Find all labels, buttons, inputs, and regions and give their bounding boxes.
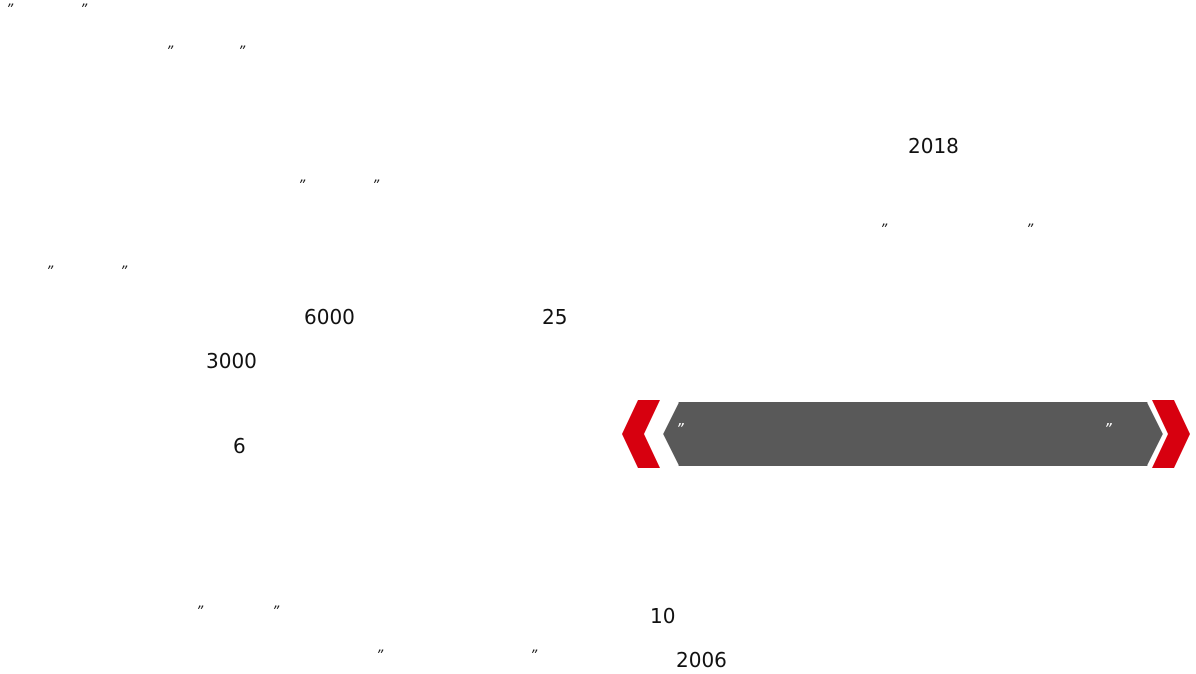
quote-mark-open: ” — [6, 2, 14, 18]
banner-quote-open: ” — [676, 420, 684, 438]
quote-mark-open: ” — [298, 178, 306, 194]
quote-mark-open: ” — [196, 604, 204, 620]
banner-quote-close: ” — [1104, 420, 1112, 438]
banner-shape — [622, 400, 1190, 468]
number-3000: 3000 — [206, 349, 257, 373]
number-2018: 2018 — [908, 134, 959, 158]
quote-mark-close: ” — [238, 44, 246, 60]
number-6000: 6000 — [304, 305, 355, 329]
quote-mark-close: ” — [120, 264, 128, 280]
quote-mark-open: ” — [376, 648, 384, 664]
number-25: 25 — [542, 305, 568, 329]
number-2006: 2006 — [676, 648, 727, 672]
number-10: 10 — [650, 604, 676, 628]
number-6: 6 — [233, 434, 246, 458]
quote-banner: ” ” — [622, 400, 1190, 468]
quote-mark-close: ” — [530, 648, 538, 664]
quote-mark-open: ” — [46, 264, 54, 280]
quote-mark-open: ” — [166, 44, 174, 60]
quote-mark-close: ” — [272, 604, 280, 620]
quote-mark-open: ” — [880, 222, 888, 238]
quote-mark-close: ” — [80, 2, 88, 18]
quote-mark-close: ” — [1026, 222, 1034, 238]
quote-mark-close: ” — [372, 178, 380, 194]
